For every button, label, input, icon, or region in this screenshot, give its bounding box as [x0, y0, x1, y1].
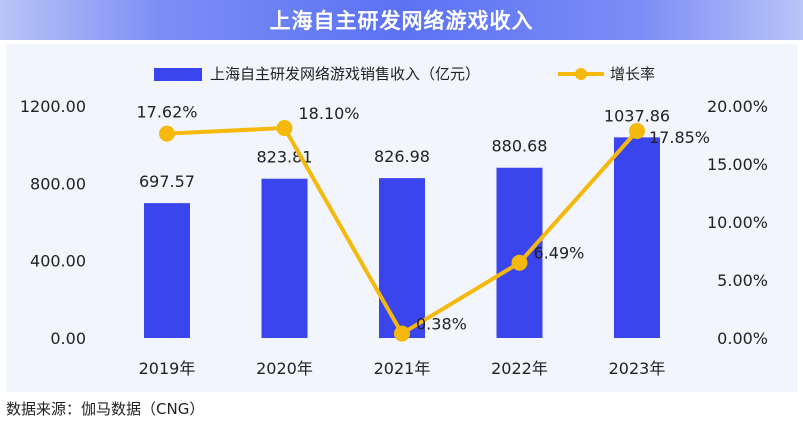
y-right-tick-label: 20.00%	[707, 97, 768, 116]
x-tick-label: 2023年	[609, 359, 666, 378]
bar-value-label: 826.98	[374, 147, 430, 166]
bar-value-label: 880.68	[492, 137, 548, 156]
bar-series	[144, 137, 660, 338]
y-left-tick-label: 1200.00	[20, 97, 86, 116]
bar-value-label: 1037.86	[604, 106, 670, 125]
legend-bar-label: 上海自主研发网络游戏销售收入（亿元）	[210, 65, 480, 83]
bar	[379, 178, 425, 338]
y-right-tick-label: 0.00%	[717, 329, 768, 348]
line-value-label: 6.49%	[534, 244, 585, 263]
line-point	[276, 120, 293, 137]
line-value-labels: 17.62% 18.10% 0.38% 6.49% 17.85%	[136, 103, 710, 334]
chart-title-bar: 上海自主研发网络游戏收入	[0, 0, 803, 40]
line-series	[159, 120, 645, 342]
x-axis: 2019年 2020年 2021年 2022年 2023年	[139, 359, 666, 378]
y-left-tick-label: 0.00	[50, 329, 86, 348]
line-value-label: 17.85%	[649, 128, 710, 147]
y-axis-left: 0.00 400.00 800.00 1200.00	[20, 97, 86, 348]
bar	[496, 167, 543, 338]
y-left-tick-label: 400.00	[30, 252, 86, 271]
y-left-tick-label: 800.00	[30, 174, 86, 193]
bar	[144, 203, 190, 338]
combo-chart: 上海自主研发网络游戏销售收入（亿元） 增长率 0.00 400.00 800.00 1…	[20, 65, 768, 378]
line-value-label: 18.10%	[299, 104, 360, 123]
bar	[614, 137, 660, 338]
x-tick-label: 2022年	[491, 359, 548, 378]
y-axis-right: 0.00% 5.00% 10.00% 15.00% 20.00%	[707, 97, 768, 348]
bar-value-label: 697.57	[139, 172, 195, 191]
bar	[261, 178, 308, 338]
y-right-tick-label: 5.00%	[717, 271, 768, 290]
line-point	[394, 325, 410, 342]
data-source-note: 数据来源：伽马数据（CNG）	[6, 400, 205, 418]
legend-line-marker	[575, 68, 587, 80]
line-point	[629, 122, 645, 139]
x-tick-label: 2019年	[139, 359, 196, 378]
y-right-tick-label: 10.00%	[707, 213, 768, 232]
legend: 上海自主研发网络游戏销售收入（亿元） 增长率	[154, 65, 655, 83]
legend-bar-swatch	[154, 68, 202, 81]
legend-line-label: 增长率	[610, 65, 655, 83]
line-point	[511, 254, 528, 271]
chart-title: 上海自主研发网络游戏收入	[269, 9, 534, 33]
x-tick-label: 2021年	[374, 359, 431, 378]
line-value-label: 17.62%	[136, 103, 197, 122]
line-point	[159, 125, 175, 142]
line-value-label: 0.38%	[416, 315, 467, 334]
x-tick-label: 2020年	[256, 359, 313, 378]
y-right-tick-label: 15.00%	[707, 155, 768, 174]
chart-panel: 上海自主研发网络游戏销售收入（亿元） 增长率 0.00 400.00 800.00 1…	[6, 44, 797, 392]
